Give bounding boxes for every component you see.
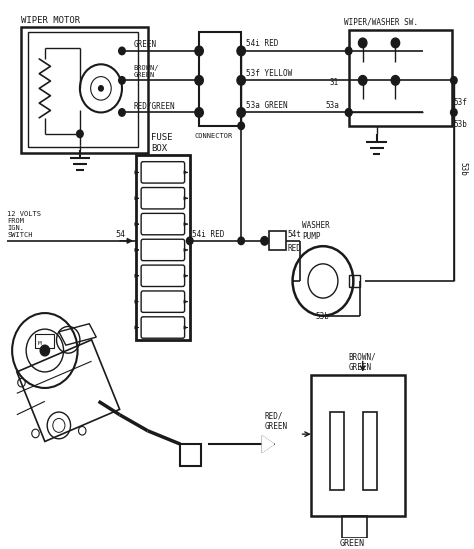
Text: 53b: 53b: [454, 120, 468, 128]
Text: 53f YELLOW: 53f YELLOW: [246, 69, 292, 77]
Text: BROWN/
GREEN: BROWN/ GREEN: [349, 352, 376, 372]
Circle shape: [237, 46, 246, 56]
Bar: [36, 334, 54, 348]
Bar: [199, 32, 241, 126]
Circle shape: [237, 76, 246, 85]
Text: GREEN: GREEN: [339, 540, 365, 548]
Text: 54i RED: 54i RED: [246, 39, 278, 48]
Bar: [136, 155, 190, 340]
Circle shape: [346, 109, 352, 116]
Circle shape: [238, 237, 245, 245]
Circle shape: [77, 130, 83, 138]
Text: WASHER
PUMP: WASHER PUMP: [302, 221, 330, 241]
Text: BROWN/
GREEN: BROWN/ GREEN: [134, 65, 159, 78]
Text: CONNECTOR: CONNECTOR: [194, 133, 233, 139]
Text: 53b: 53b: [458, 162, 467, 176]
Bar: [181, 444, 201, 466]
Circle shape: [451, 77, 457, 84]
Text: 53f: 53f: [454, 98, 468, 107]
Circle shape: [391, 38, 400, 48]
Circle shape: [261, 237, 268, 245]
Circle shape: [186, 237, 193, 245]
Circle shape: [195, 46, 203, 56]
Text: 54t: 54t: [288, 229, 302, 239]
Text: 53a GREEN: 53a GREEN: [246, 101, 287, 110]
Circle shape: [195, 76, 203, 85]
Text: 12 VOLTS
FROM
IGN.
SWITCH: 12 VOLTS FROM IGN. SWITCH: [8, 211, 41, 238]
Text: GREEN: GREEN: [134, 40, 157, 49]
Text: WIPER MOTOR: WIPER MOTOR: [21, 16, 81, 25]
Text: 54i RED: 54i RED: [192, 229, 225, 239]
Circle shape: [237, 108, 246, 117]
Circle shape: [195, 108, 203, 117]
Circle shape: [99, 86, 103, 91]
Text: M: M: [38, 341, 42, 346]
Text: 53b: 53b: [316, 312, 330, 321]
Circle shape: [118, 47, 125, 55]
Bar: [349, 30, 452, 126]
Text: RED/
GREEN: RED/ GREEN: [264, 412, 288, 432]
Polygon shape: [262, 436, 274, 452]
Text: 31: 31: [330, 79, 339, 87]
Text: RED: RED: [288, 244, 302, 253]
Text: 53a: 53a: [325, 101, 339, 110]
Bar: [330, 412, 344, 490]
Circle shape: [238, 122, 245, 130]
Circle shape: [238, 47, 245, 55]
Text: FUSE
BOX: FUSE BOX: [151, 133, 173, 153]
Circle shape: [346, 109, 352, 116]
Circle shape: [358, 76, 367, 85]
Text: 54: 54: [115, 229, 125, 239]
Circle shape: [391, 76, 400, 85]
Bar: [28, 32, 138, 147]
Text: WIPER/WASHER SW.: WIPER/WASHER SW.: [344, 18, 418, 27]
Circle shape: [358, 38, 367, 48]
Circle shape: [118, 109, 125, 116]
Text: RED/GREEN: RED/GREEN: [134, 102, 175, 110]
Bar: [342, 517, 367, 538]
Circle shape: [40, 345, 49, 356]
Circle shape: [451, 109, 457, 116]
Circle shape: [118, 77, 125, 84]
Bar: [363, 412, 377, 490]
Bar: [311, 374, 405, 517]
Circle shape: [346, 47, 352, 55]
Bar: [269, 231, 285, 250]
Bar: [21, 27, 148, 153]
Bar: [349, 274, 360, 287]
